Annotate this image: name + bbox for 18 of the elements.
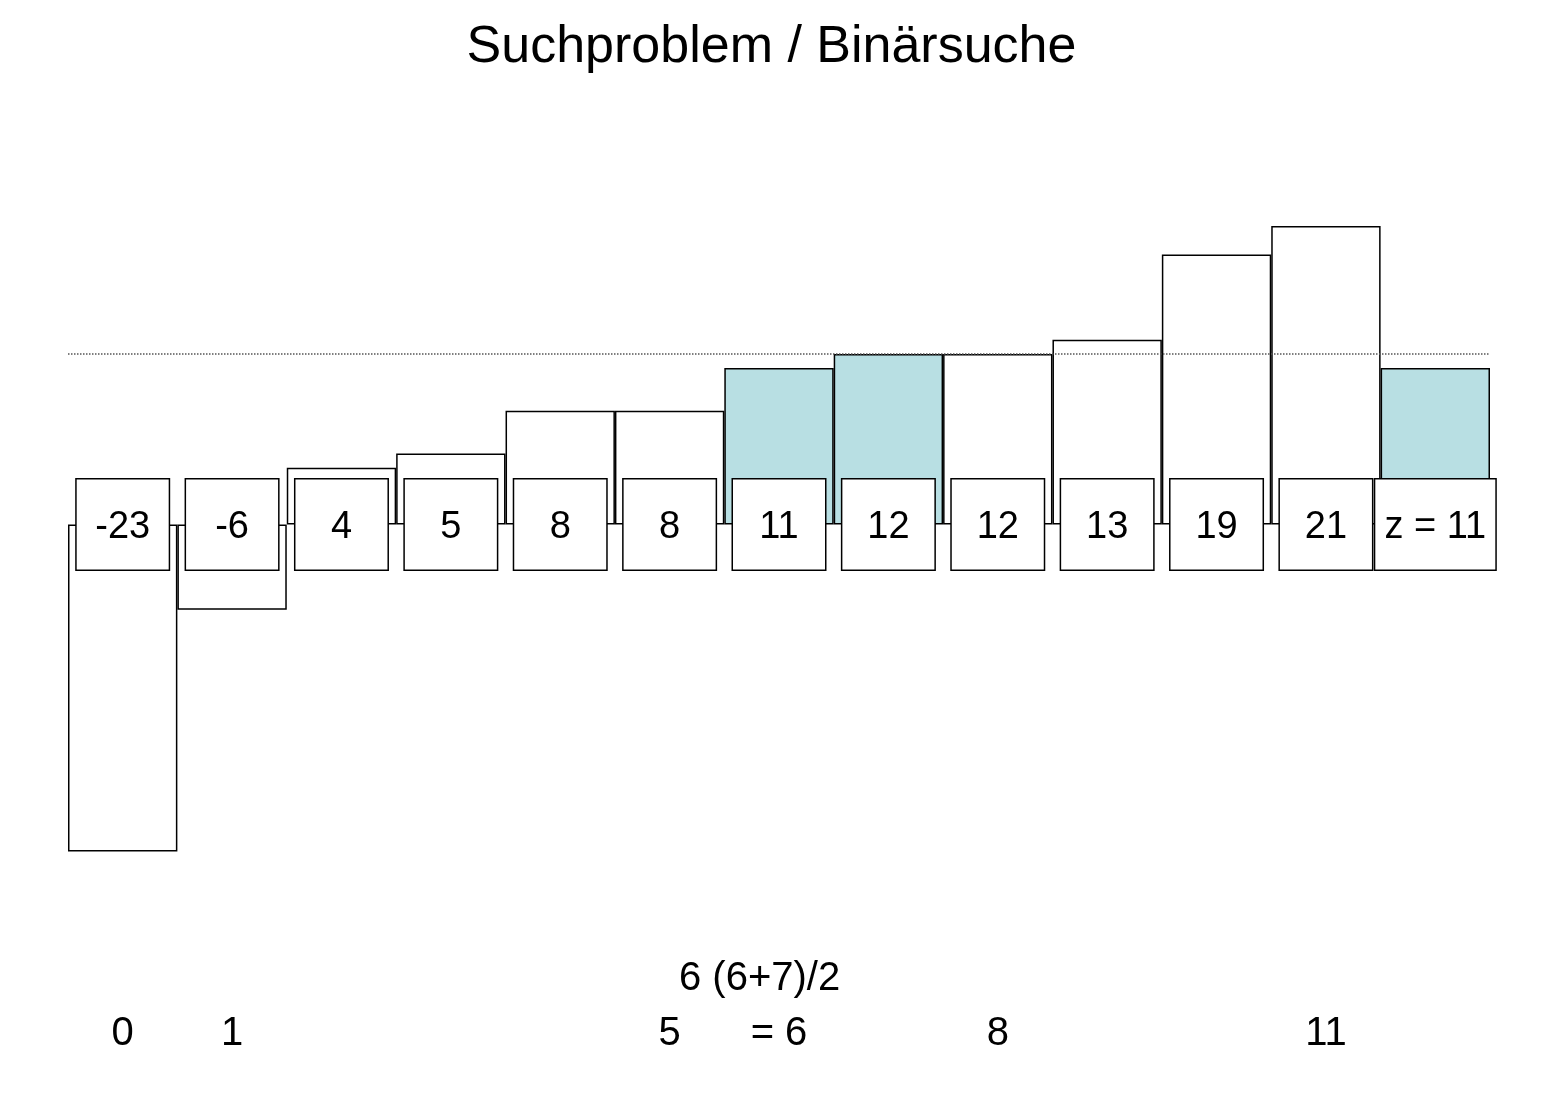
data-label: 8	[549, 503, 571, 546]
x-tick-label: 8	[986, 1009, 1009, 1053]
data-label: 11	[759, 503, 799, 546]
data-label: 21	[1304, 503, 1348, 546]
data-label: 8	[659, 503, 681, 546]
x-tick-label: = 6	[750, 1009, 808, 1053]
text: 6 (6+7)/2	[679, 954, 841, 998]
data-label: 13	[1086, 503, 1129, 546]
data-label: 19	[1195, 503, 1238, 546]
data-label: 12	[976, 503, 1019, 546]
x-tick-label: 1	[220, 1009, 244, 1053]
x-tick-label: 5	[658, 1009, 681, 1053]
x-tick-label: 11	[1305, 1009, 1347, 1053]
data-label: 12	[867, 503, 910, 546]
data-label: -23	[95, 503, 151, 546]
chart-title: Suchproblem / Binärsuche	[466, 15, 1077, 73]
data-label: z = 11	[1384, 503, 1487, 546]
x-tick-label: 0	[111, 1009, 134, 1053]
